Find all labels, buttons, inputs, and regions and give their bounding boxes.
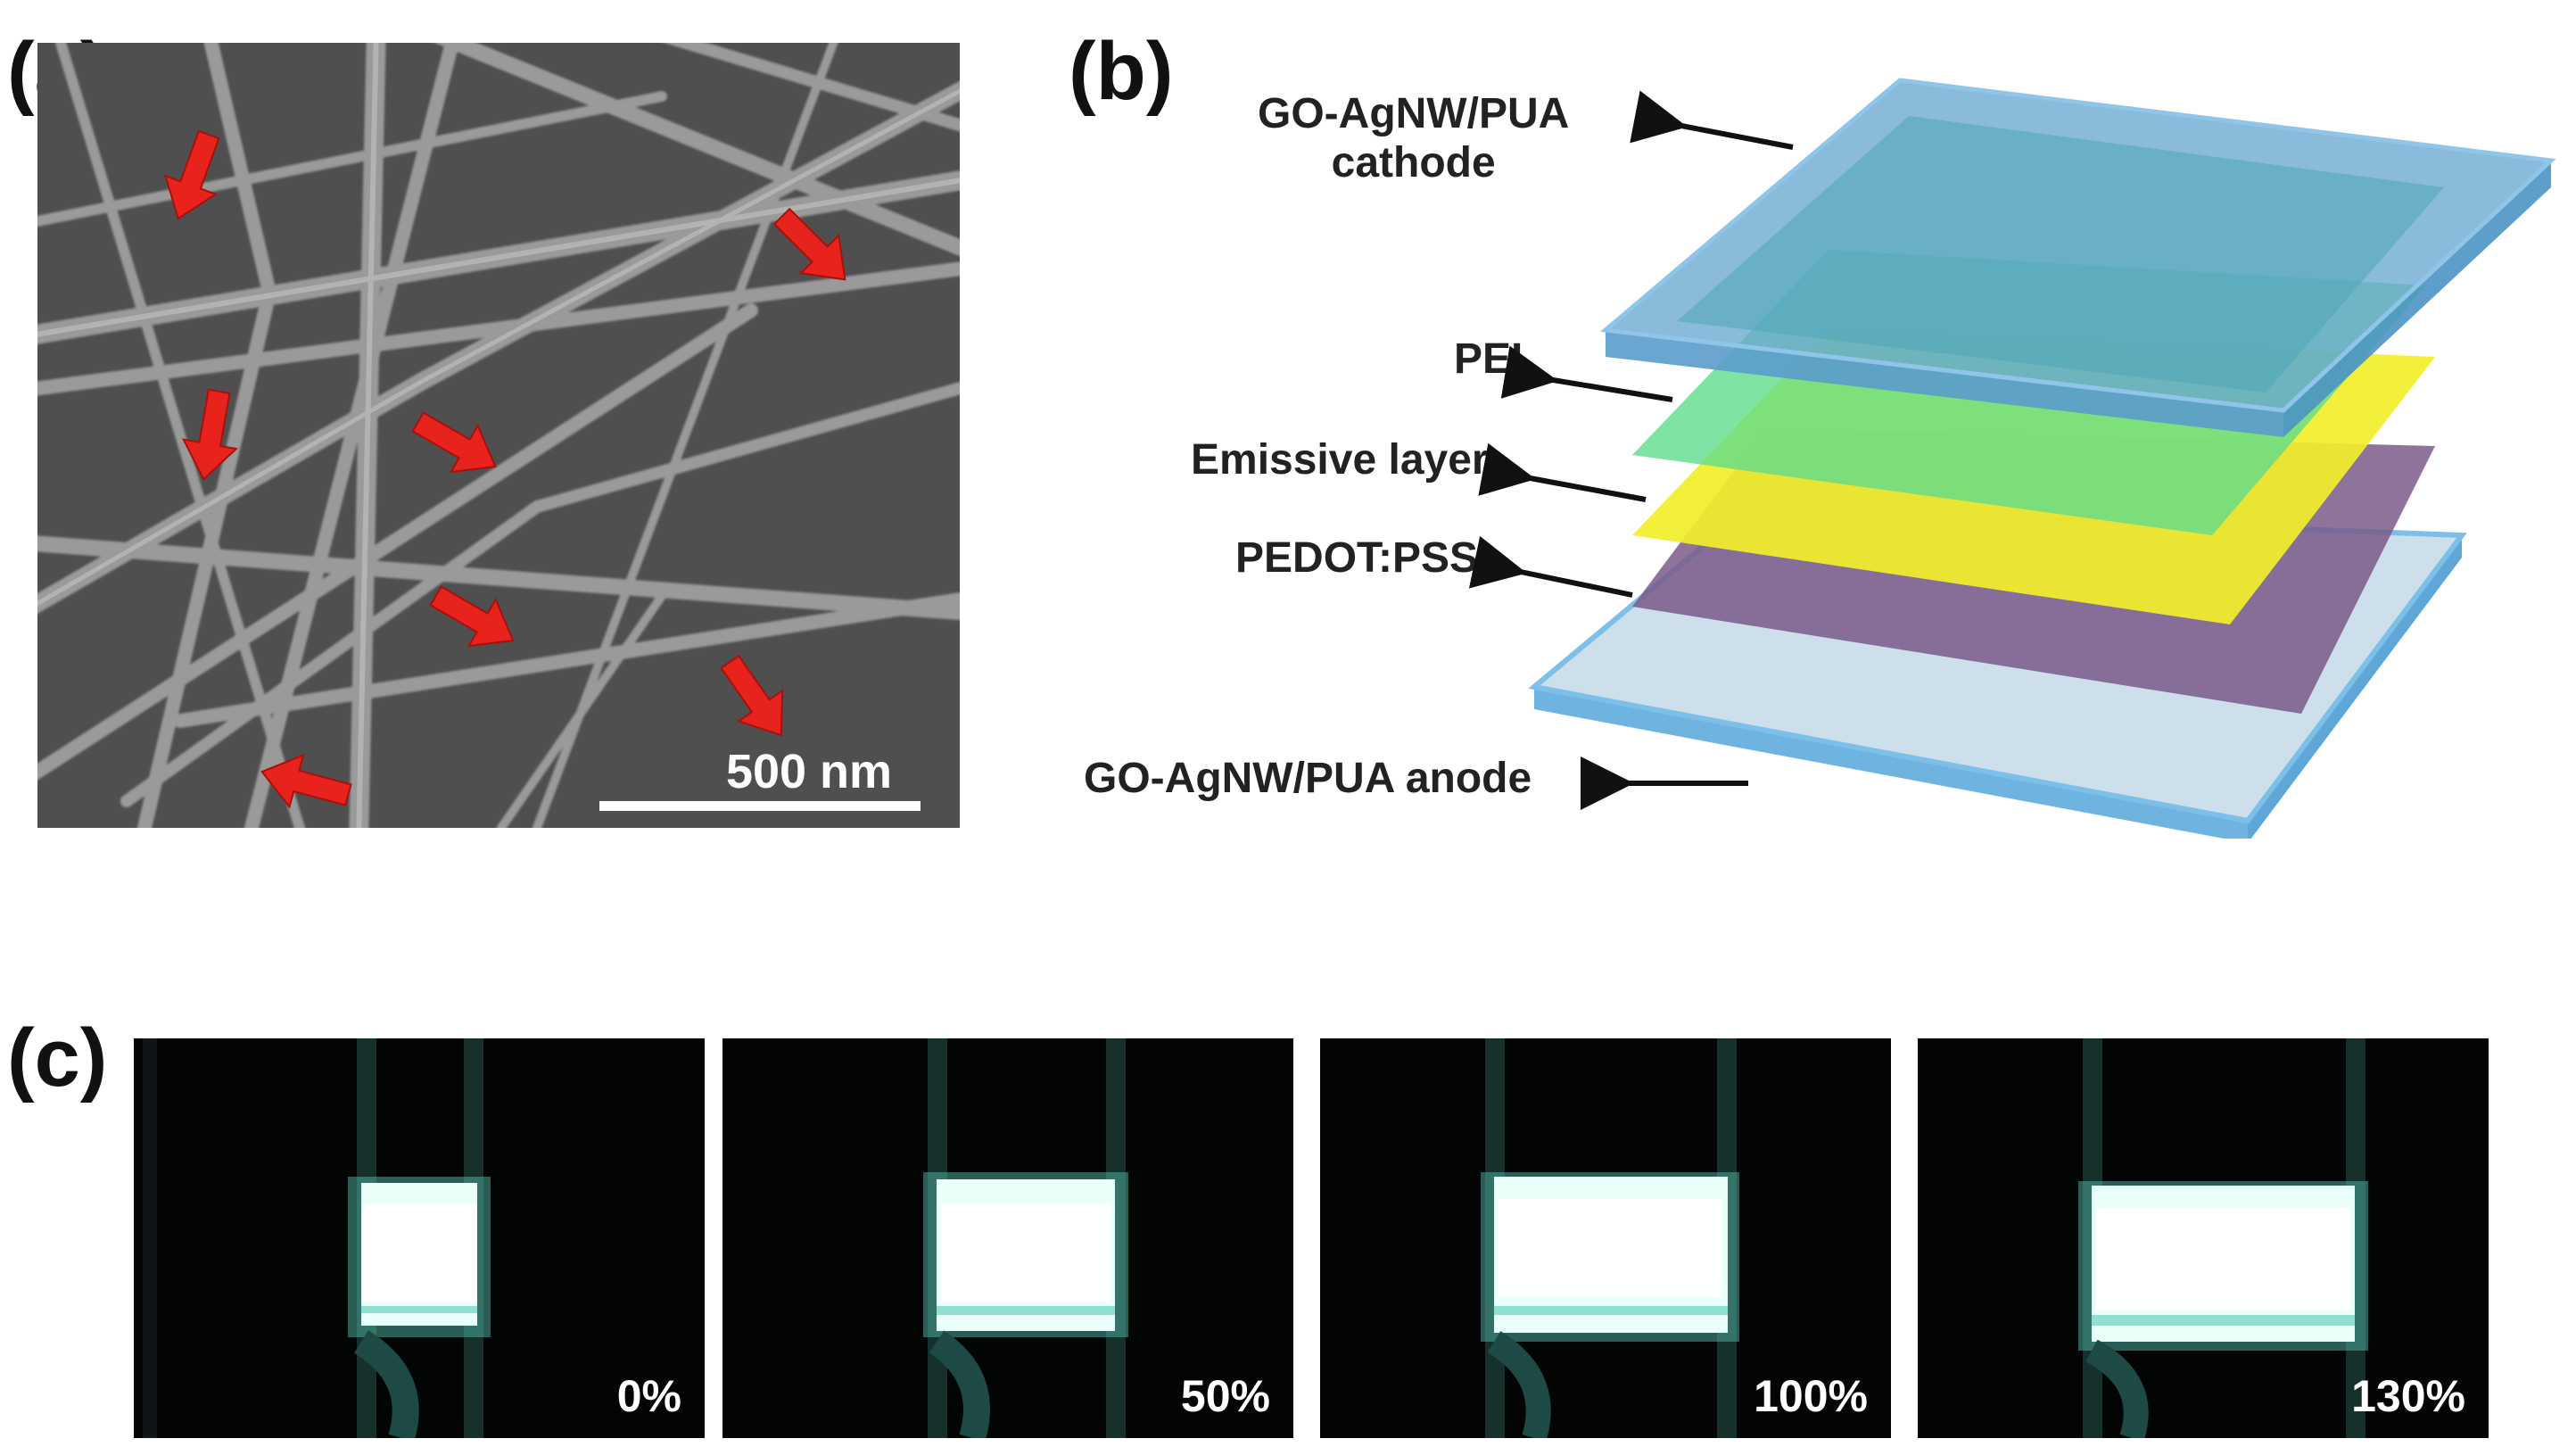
- photo-strain-130: 130%: [1918, 1038, 2489, 1438]
- arrow-pei: [1500, 345, 1673, 402]
- cathode-layer: [1600, 78, 2556, 437]
- label-cathode-line1: GO-AgNW/PUA: [1258, 90, 1570, 137]
- red-arrow-icon: [772, 207, 846, 281]
- photo-strain-100: 100%: [1320, 1038, 1891, 1438]
- arrow-markers: [163, 129, 846, 809]
- label-cathode-line2: cathode: [1331, 139, 1496, 187]
- nanowire-network: [37, 43, 960, 828]
- strain-label-50: 50%: [1180, 1371, 1270, 1421]
- red-arrow-icon: [260, 753, 352, 809]
- red-arrow-icon: [163, 129, 220, 220]
- panel-label-b: (b): [1069, 26, 1174, 117]
- strain-label-100: 100%: [1754, 1371, 1868, 1421]
- red-arrow-icon: [720, 654, 784, 737]
- label-emissive: Emissive layer: [1191, 436, 1489, 484]
- photo-strain-0: 0%: [134, 1038, 705, 1438]
- panel-label-c: (c): [7, 1013, 108, 1104]
- device-photo: [722, 1038, 1293, 1438]
- arrow-emissive: [1478, 442, 1647, 502]
- sem-image: 500 nm: [37, 43, 960, 828]
- photo-strain-50: 50%: [722, 1038, 1293, 1438]
- arrow-cathode: [1630, 90, 1794, 150]
- label-cathode: GO-AgNW/PUA cathode: [1258, 89, 1569, 187]
- device-photo: [1320, 1038, 1891, 1438]
- label-anode: GO-AgNW/PUA anode: [1084, 755, 1532, 802]
- red-arrow-icon: [411, 411, 497, 474]
- device-stack-diagram: [1499, 54, 2576, 839]
- red-arrow-icon: [429, 585, 515, 648]
- scale-bar-label: 500 nm: [725, 745, 893, 798]
- device-photo: [1918, 1038, 2489, 1438]
- scale-bar: [599, 801, 921, 811]
- label-pedot: PEDOT:PSS: [1235, 534, 1479, 582]
- strain-label-0: 0%: [616, 1371, 681, 1421]
- device-photo: [134, 1038, 705, 1438]
- strain-label-130: 130%: [2351, 1371, 2465, 1421]
- arrow-pedot: [1468, 535, 1633, 598]
- red-arrow-icon: [181, 388, 238, 481]
